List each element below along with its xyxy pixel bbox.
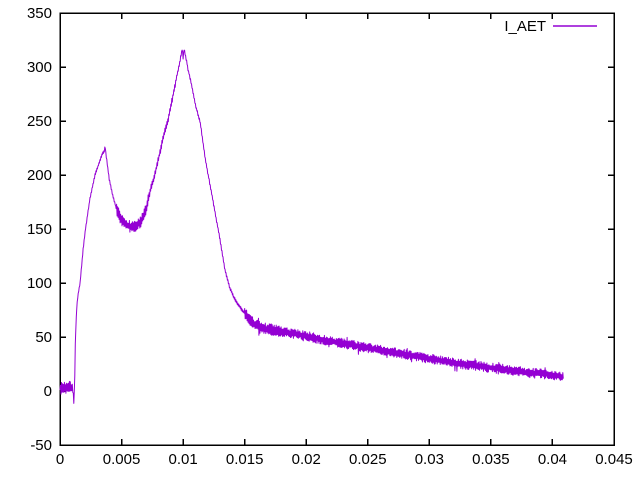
- x-tick-label: 0.025: [349, 451, 387, 468]
- x-tick-label: 0.005: [103, 451, 141, 468]
- x-tick-label: 0.03: [415, 451, 444, 468]
- x-tick-label: 0.045: [595, 451, 633, 468]
- y-tick-label: 150: [27, 221, 52, 238]
- y-tick-label: 300: [27, 59, 52, 76]
- y-tick-label: 350: [27, 5, 52, 22]
- y-tick-label: 0: [44, 383, 52, 400]
- x-tick-label: 0.01: [169, 451, 198, 468]
- series-line: [59, 49, 564, 404]
- x-tick-label: 0.035: [472, 451, 510, 468]
- x-tick-label: 0.02: [292, 451, 321, 468]
- legend-label: I_AET: [504, 18, 546, 35]
- axis-labels: 0 0.005 0.01 0.015 0.02 0.025 0.03 0.035 0.04 0.0…: [27, 5, 633, 468]
- y-tick-label: 100: [27, 275, 52, 292]
- y-tick-label: 50: [35, 329, 52, 346]
- y-tick-label: -50: [30, 437, 52, 454]
- series-curve: [59, 49, 564, 404]
- y-tick-label: 200: [27, 167, 52, 184]
- x-tick-label: 0.04: [538, 451, 567, 468]
- y-tick-label: 250: [27, 113, 52, 130]
- x-tick-label: 0: [56, 451, 64, 468]
- legend: I_AET: [504, 18, 597, 35]
- axis-ticks: [59, 12, 615, 446]
- x-tick-label: 0.015: [226, 451, 264, 468]
